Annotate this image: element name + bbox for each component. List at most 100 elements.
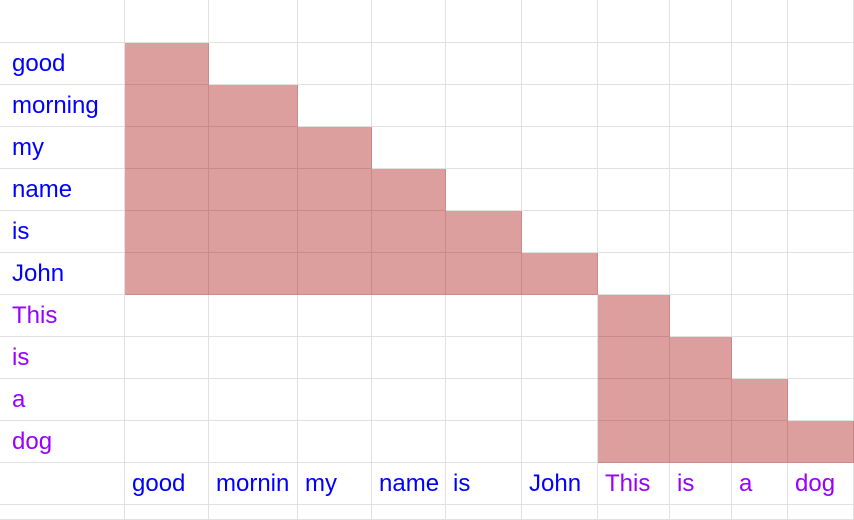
mask-cell-empty — [446, 295, 522, 337]
grid-cell — [125, 505, 209, 520]
grid-cell — [0, 43, 125, 85]
mask-cell-filled — [209, 85, 298, 127]
mask-cell-empty — [522, 169, 598, 211]
grid-cell — [372, 505, 446, 520]
row-token-label: This — [12, 302, 58, 329]
row-token-label: my — [12, 134, 44, 161]
mask-cell-empty — [598, 43, 670, 85]
mask-cell-filled — [522, 253, 598, 295]
grid-cell — [0, 85, 125, 127]
mask-cell-empty — [732, 169, 788, 211]
grid-cell — [298, 0, 372, 43]
mask-cell-empty — [732, 295, 788, 337]
mask-cell-empty — [670, 43, 732, 85]
mask-cell-filled — [298, 169, 372, 211]
grid-cell — [209, 505, 298, 520]
mask-cell-empty — [788, 211, 854, 253]
grid-cell — [788, 505, 854, 520]
grid-cell — [0, 379, 125, 421]
mask-cell-empty — [670, 85, 732, 127]
mask-cell-filled — [209, 211, 298, 253]
grid-cell — [0, 127, 125, 169]
mask-cell-filled — [209, 253, 298, 295]
mask-cell-filled — [372, 253, 446, 295]
grid-cell — [598, 505, 670, 520]
mask-cell-filled — [125, 85, 209, 127]
mask-cell-filled — [788, 421, 854, 463]
mask-cell-filled — [125, 211, 209, 253]
grid-cell — [732, 505, 788, 520]
mask-cell-empty — [372, 295, 446, 337]
mask-cell-empty — [670, 127, 732, 169]
mask-cell-empty — [125, 295, 209, 337]
mask-cell-filled — [298, 127, 372, 169]
mask-cell-empty — [209, 43, 298, 85]
mask-cell-empty — [522, 85, 598, 127]
grid-cell — [670, 463, 732, 505]
mask-cell-empty — [670, 253, 732, 295]
row-token-label: a — [12, 386, 26, 413]
mask-cell-filled — [598, 337, 670, 379]
mask-cell-empty — [732, 85, 788, 127]
mask-cell-filled — [125, 253, 209, 295]
mask-cell-empty — [446, 85, 522, 127]
mask-cell-empty — [732, 211, 788, 253]
mask-cell-empty — [372, 379, 446, 421]
mask-cell-filled — [298, 211, 372, 253]
grid-cell — [372, 463, 446, 505]
mask-cell-empty — [125, 379, 209, 421]
grid-cell — [446, 505, 522, 520]
grid-cell — [0, 0, 125, 43]
row-token-label: good — [12, 50, 66, 77]
grid-cell — [788, 0, 854, 43]
mask-cell-empty — [788, 337, 854, 379]
mask-cell-filled — [598, 421, 670, 463]
grid-cell — [598, 463, 670, 505]
mask-cell-filled — [598, 379, 670, 421]
row-token-label: morning — [12, 92, 99, 119]
mask-cell-empty — [209, 337, 298, 379]
mask-cell-empty — [732, 127, 788, 169]
grid-cell — [522, 505, 598, 520]
mask-cell-filled — [446, 253, 522, 295]
grid-cell — [0, 337, 125, 379]
row-token-label: is — [12, 218, 30, 245]
mask-cell-empty — [670, 211, 732, 253]
mask-cell-empty — [598, 253, 670, 295]
mask-cell-empty — [372, 127, 446, 169]
mask-cell-empty — [372, 43, 446, 85]
grid-cell — [0, 295, 125, 337]
mask-cell-filled — [372, 211, 446, 253]
mask-cell-empty — [446, 169, 522, 211]
mask-cell-empty — [788, 379, 854, 421]
grid-cell — [0, 211, 125, 253]
mask-cell-empty — [522, 421, 598, 463]
mask-cell-empty — [298, 379, 372, 421]
grid-cell — [670, 0, 732, 43]
mask-cell-filled — [125, 43, 209, 85]
column-token-label: name — [379, 470, 440, 497]
mask-cell-empty — [298, 43, 372, 85]
mask-cell-empty — [732, 253, 788, 295]
mask-cell-empty — [125, 337, 209, 379]
grid-cell — [522, 463, 598, 505]
column-token-label: mornin — [216, 470, 290, 497]
mask-cell-empty — [788, 253, 854, 295]
grid-cell — [0, 463, 125, 505]
mask-cell-empty — [298, 295, 372, 337]
mask-cell-empty — [446, 127, 522, 169]
mask-cell-empty — [125, 421, 209, 463]
mask-cell-empty — [788, 169, 854, 211]
mask-cell-empty — [670, 169, 732, 211]
mask-cell-filled — [125, 127, 209, 169]
mask-cell-empty — [522, 295, 598, 337]
mask-cell-empty — [372, 337, 446, 379]
mask-cell-empty — [598, 85, 670, 127]
grid-cell — [209, 0, 298, 43]
mask-cell-empty — [522, 127, 598, 169]
mask-cell-filled — [732, 421, 788, 463]
mask-cell-filled — [670, 379, 732, 421]
mask-cell-empty — [446, 421, 522, 463]
column-token-label: a — [739, 470, 753, 497]
